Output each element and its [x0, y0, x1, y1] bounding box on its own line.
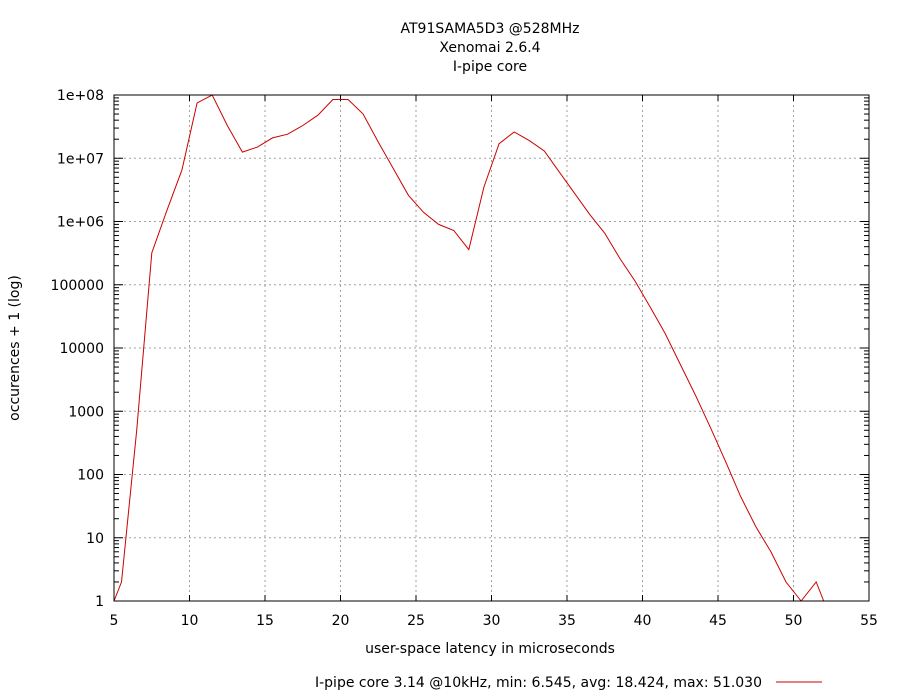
x-tick-label: 50: [785, 613, 803, 629]
series-lines: [113, 94, 825, 602]
x-tick-label: 35: [558, 613, 576, 629]
x-tick-label: 40: [634, 613, 652, 629]
x-tick-label: 10: [181, 613, 199, 629]
x-tick-label: 30: [483, 613, 501, 629]
y-tick-label: 1e+08: [57, 88, 104, 104]
tick-labels: 5 10 15 20 25 30 35 40 45 50 55 1 10 100 1000 10000 1000…: [51, 88, 878, 629]
x-tick-label: 15: [256, 613, 274, 629]
y-tick-label: 1e+07: [57, 151, 104, 167]
y-tick-label: 1e+06: [57, 215, 104, 231]
legend: I-pipe core 3.14 @10kHz, min: 6.545, avg…: [315, 675, 822, 691]
legend-label: I-pipe core 3.14 @10kHz, min: 6.545, avg…: [315, 675, 762, 691]
x-tick-label: 5: [110, 613, 119, 629]
x-tick-label: 55: [860, 613, 878, 629]
y-tick-label: 1: [95, 594, 104, 610]
y-tick-label: 100: [77, 468, 104, 484]
grid: [114, 95, 869, 601]
axis-ticks: [113, 94, 870, 602]
x-tick-label: 25: [407, 613, 425, 629]
y-tick-label: 10: [86, 531, 104, 547]
y-axis-label: occurences + 1 (log): [7, 275, 23, 421]
plot-frame: [113, 94, 870, 602]
y-tick-label: 10000: [59, 341, 104, 357]
title-line-3: I-pipe core: [453, 59, 527, 75]
y-tick-label: 1000: [68, 404, 104, 420]
chart-title: AT91SAMA5D3 @528MHz Xenomai 2.6.4 I-pipe…: [401, 21, 580, 75]
x-tick-label: 20: [332, 613, 350, 629]
x-tick-label: 45: [709, 613, 727, 629]
x-axis-label: user-space latency in microseconds: [365, 641, 615, 657]
y-tick-label: 100000: [51, 278, 104, 294]
title-line-2: Xenomai 2.6.4: [439, 40, 540, 56]
title-line-1: AT91SAMA5D3 @528MHz: [401, 21, 580, 37]
